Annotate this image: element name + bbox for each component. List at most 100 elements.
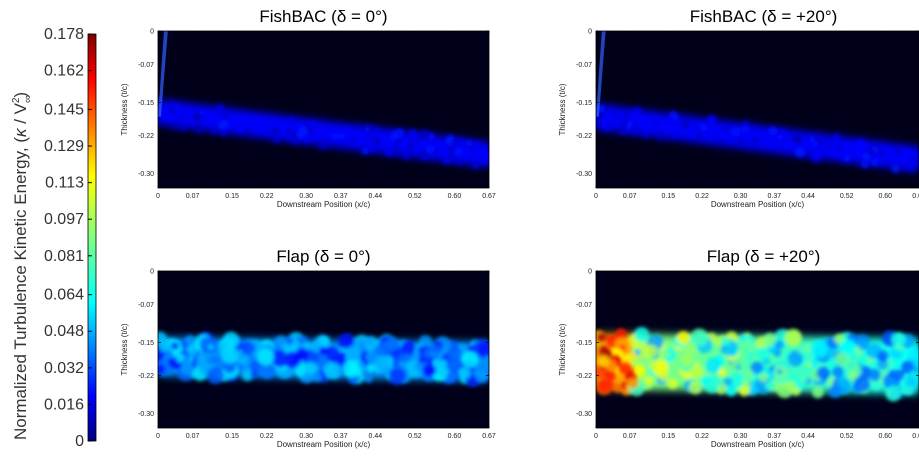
tke-blob (644, 344, 658, 358)
tke-blob (700, 375, 712, 386)
tke-blob (634, 326, 650, 342)
tke-blob (756, 346, 770, 360)
tke-blob (426, 144, 435, 154)
colorbar-tick-label: 0.032 (44, 360, 84, 377)
tke-blob (170, 341, 179, 351)
tke-blob (847, 142, 857, 152)
x-tick-label: 0.30 (299, 193, 313, 200)
tke-blob (607, 123, 612, 128)
x-tick-label: 0.52 (408, 193, 422, 200)
colorbar: 0 0.016 0.032 0.048 0.064 0.081 0.097 0.113 0.12… (11, 26, 97, 450)
tke-blob (725, 384, 738, 397)
tke-blob (613, 383, 623, 393)
tke-blob (671, 132, 678, 139)
tke-blob (776, 368, 783, 375)
panel-title: FishBAC (δ = 0°) (259, 7, 387, 26)
tke-blob (158, 349, 164, 362)
colorbar-tick-label: 0.048 (44, 323, 84, 340)
colorbar-tick-label: 0.113 (45, 175, 84, 192)
tke-blob (819, 149, 826, 156)
tke-blob (286, 134, 292, 140)
tke-blob (472, 141, 481, 150)
tke-blob (879, 354, 886, 361)
tke-field (158, 331, 489, 388)
tke-blob (764, 380, 775, 391)
tke-blob (237, 125, 245, 134)
tke-blob (653, 121, 658, 126)
tke-blob (740, 339, 754, 354)
y-tick-label: -0.15 (138, 100, 154, 107)
tke-blob (396, 129, 402, 136)
tke-blob (637, 130, 642, 135)
tke-blob (806, 152, 812, 158)
tke-blob (632, 107, 642, 116)
tke-blob (855, 138, 866, 149)
tke-blob (467, 345, 476, 353)
x-tick-label: 0 (594, 193, 598, 200)
tke-hotspot (618, 362, 631, 375)
tke-blob (285, 336, 294, 345)
tke-blob (461, 351, 479, 368)
x-tick-label: 0.07 (623, 193, 637, 200)
tke-blob (422, 363, 436, 377)
panel-title: FishBAC (δ = +20°) (690, 7, 838, 26)
colorbar-tick-label: 0.145 (44, 101, 84, 118)
tke-blob (430, 344, 442, 356)
x-tick-label: 0.07 (186, 193, 200, 200)
heatmap-panel: Flap (δ = 0°) 0 0.07 0.15 0.22 0.30 0.37 0.44 0.… (120, 247, 496, 449)
tke-blob (390, 344, 397, 352)
tke-blob (250, 370, 259, 379)
colorbar-tick-label: 0.016 (44, 396, 84, 413)
x-tick-label: 0.60 (448, 433, 462, 440)
tke-blob (868, 368, 881, 382)
tke-blob (388, 133, 393, 139)
tke-blob (816, 140, 823, 147)
x-tick-label: 0.15 (225, 193, 239, 200)
tke-blob (656, 128, 664, 136)
tke-blob (265, 122, 271, 129)
tke-blob (635, 120, 640, 125)
tke-blob (258, 362, 276, 380)
tke-blob (667, 378, 679, 389)
x-tick-label: 0.67 (482, 193, 496, 200)
tke-blob (832, 365, 844, 378)
tke-blob (900, 387, 907, 395)
tke-blob (608, 116, 617, 125)
tke-blob (835, 351, 850, 366)
tke-blob (409, 129, 417, 137)
tke-blob (668, 110, 678, 120)
tke-blob (221, 112, 229, 120)
tke-blob (433, 359, 451, 377)
tke-blob (705, 357, 722, 374)
tke-blob (454, 147, 462, 156)
tke-blob (309, 120, 317, 128)
tke-blob (891, 164, 900, 173)
tke-blob (292, 132, 297, 137)
tke-blob (871, 158, 880, 167)
tke-blob (355, 123, 361, 129)
tke-blob (811, 152, 822, 163)
y-tick-label: -0.22 (138, 133, 154, 140)
axes-frame (595, 30, 919, 189)
axes-frame (157, 270, 490, 429)
tke-blob (644, 124, 651, 131)
leading-edge-streak (158, 31, 168, 117)
tke-blob (384, 128, 390, 134)
tke-blob (901, 361, 914, 374)
tke-blob (304, 361, 317, 375)
tke-blob (680, 354, 693, 366)
tke-blob (420, 129, 431, 140)
heatmap-panel: Flap (δ = +20°) 0 0.07 0.15 0.22 0.30 0.37 0.44… (558, 247, 919, 449)
y-tick-label: -0.22 (138, 373, 154, 380)
tke-blob (676, 331, 691, 345)
x-tick-label: 0.30 (734, 433, 748, 440)
tke-blob (447, 346, 462, 362)
tke-blob (207, 344, 215, 351)
tke-blob (618, 126, 627, 135)
tke-blob (216, 103, 225, 112)
colorbar-tick-label: 0.162 (44, 63, 84, 80)
tke-blob (400, 347, 410, 357)
x-tick-label: 0.52 (408, 433, 422, 440)
tke-blob (477, 342, 489, 357)
tke-blob (760, 139, 766, 145)
